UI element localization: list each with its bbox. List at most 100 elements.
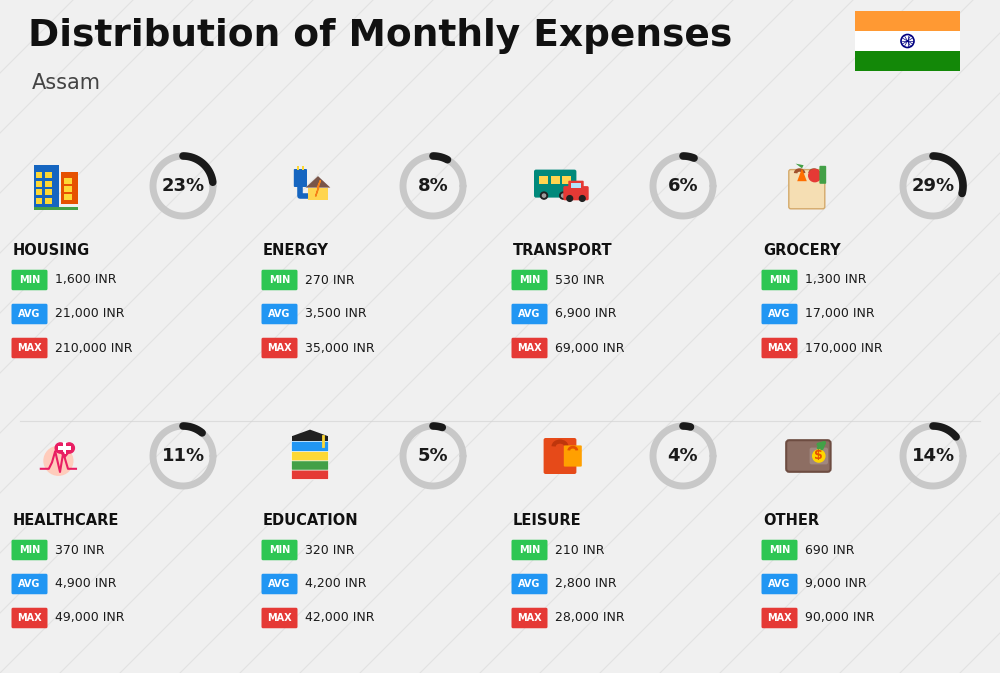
FancyBboxPatch shape [308, 188, 328, 200]
Text: HEALTHCARE: HEALTHCARE [13, 513, 119, 528]
FancyBboxPatch shape [762, 540, 798, 560]
FancyBboxPatch shape [762, 270, 798, 290]
FancyBboxPatch shape [262, 608, 297, 629]
Text: $: $ [814, 450, 823, 462]
FancyBboxPatch shape [12, 540, 48, 560]
FancyBboxPatch shape [45, 189, 52, 195]
Circle shape [567, 196, 573, 201]
Text: 14%: 14% [911, 447, 955, 465]
Text: 6,900 INR: 6,900 INR [555, 308, 616, 320]
Text: MAX: MAX [267, 613, 292, 623]
Text: MIN: MIN [519, 545, 540, 555]
FancyBboxPatch shape [534, 170, 576, 198]
FancyBboxPatch shape [262, 304, 297, 324]
FancyBboxPatch shape [12, 574, 48, 594]
Text: OTHER: OTHER [763, 513, 819, 528]
Text: 28,000 INR: 28,000 INR [555, 612, 625, 625]
FancyBboxPatch shape [789, 170, 825, 209]
Text: AVG: AVG [768, 309, 791, 319]
Text: TRANSPORT: TRANSPORT [513, 243, 613, 258]
Circle shape [579, 196, 585, 201]
FancyBboxPatch shape [36, 172, 42, 178]
FancyBboxPatch shape [12, 304, 48, 324]
FancyBboxPatch shape [512, 304, 548, 324]
FancyBboxPatch shape [262, 540, 297, 560]
Text: 530 INR: 530 INR [555, 273, 605, 287]
Text: AVG: AVG [518, 309, 541, 319]
Text: 270 INR: 270 INR [305, 273, 355, 287]
Text: MIN: MIN [769, 275, 790, 285]
FancyBboxPatch shape [64, 178, 72, 184]
FancyBboxPatch shape [45, 198, 52, 204]
Text: 320 INR: 320 INR [305, 544, 354, 557]
Text: MAX: MAX [517, 343, 542, 353]
Text: MIN: MIN [19, 275, 40, 285]
Circle shape [562, 194, 565, 197]
Text: 1,600 INR: 1,600 INR [55, 273, 116, 287]
Text: AVG: AVG [268, 309, 291, 319]
Text: MAX: MAX [517, 613, 542, 623]
Text: 17,000 INR: 17,000 INR [805, 308, 875, 320]
Text: 9,000 INR: 9,000 INR [805, 577, 867, 590]
Polygon shape [797, 168, 807, 181]
Text: LEISURE: LEISURE [513, 513, 582, 528]
Text: HOUSING: HOUSING [13, 243, 90, 258]
FancyBboxPatch shape [291, 460, 329, 470]
FancyBboxPatch shape [562, 176, 571, 184]
FancyBboxPatch shape [12, 270, 48, 290]
Polygon shape [56, 448, 74, 458]
FancyBboxPatch shape [762, 608, 798, 629]
Text: 3,500 INR: 3,500 INR [305, 308, 367, 320]
Text: AVG: AVG [18, 309, 41, 319]
Text: 35,000 INR: 35,000 INR [305, 341, 375, 355]
Text: MAX: MAX [17, 613, 42, 623]
FancyBboxPatch shape [786, 440, 831, 472]
FancyBboxPatch shape [512, 540, 548, 560]
Circle shape [542, 194, 546, 197]
FancyBboxPatch shape [855, 51, 960, 71]
FancyBboxPatch shape [262, 338, 297, 358]
Text: MIN: MIN [19, 545, 40, 555]
Circle shape [44, 446, 73, 475]
Polygon shape [316, 180, 320, 197]
Text: 8%: 8% [418, 177, 448, 195]
FancyBboxPatch shape [36, 189, 42, 195]
FancyBboxPatch shape [292, 436, 328, 441]
FancyBboxPatch shape [762, 338, 798, 358]
FancyBboxPatch shape [12, 338, 48, 358]
Text: 170,000 INR: 170,000 INR [805, 341, 883, 355]
Text: 4%: 4% [668, 447, 698, 465]
FancyBboxPatch shape [297, 166, 299, 170]
Polygon shape [306, 176, 330, 188]
FancyBboxPatch shape [512, 574, 548, 594]
FancyBboxPatch shape [294, 169, 307, 187]
Text: EDUCATION: EDUCATION [263, 513, 359, 528]
Text: MIN: MIN [269, 545, 290, 555]
FancyBboxPatch shape [571, 182, 581, 188]
Text: 370 INR: 370 INR [55, 544, 105, 557]
FancyBboxPatch shape [36, 198, 42, 204]
FancyBboxPatch shape [810, 448, 828, 464]
Text: 23%: 23% [161, 177, 205, 195]
Text: MAX: MAX [767, 613, 792, 623]
Text: 21,000 INR: 21,000 INR [55, 308, 124, 320]
Circle shape [560, 192, 567, 199]
FancyBboxPatch shape [34, 165, 59, 207]
Text: 2,800 INR: 2,800 INR [555, 577, 617, 590]
Text: 690 INR: 690 INR [805, 544, 855, 557]
FancyBboxPatch shape [762, 574, 798, 594]
Polygon shape [796, 164, 804, 168]
Text: 49,000 INR: 49,000 INR [55, 612, 124, 625]
FancyBboxPatch shape [45, 172, 52, 178]
Text: AVG: AVG [768, 579, 791, 589]
Text: Assam: Assam [32, 73, 101, 93]
FancyBboxPatch shape [855, 11, 960, 31]
Text: MAX: MAX [767, 343, 792, 353]
FancyBboxPatch shape [512, 608, 548, 629]
Text: AVG: AVG [18, 579, 41, 589]
Text: MAX: MAX [267, 343, 292, 353]
Text: 69,000 INR: 69,000 INR [555, 341, 624, 355]
FancyBboxPatch shape [12, 608, 48, 629]
Text: MIN: MIN [519, 275, 540, 285]
FancyBboxPatch shape [568, 180, 584, 189]
